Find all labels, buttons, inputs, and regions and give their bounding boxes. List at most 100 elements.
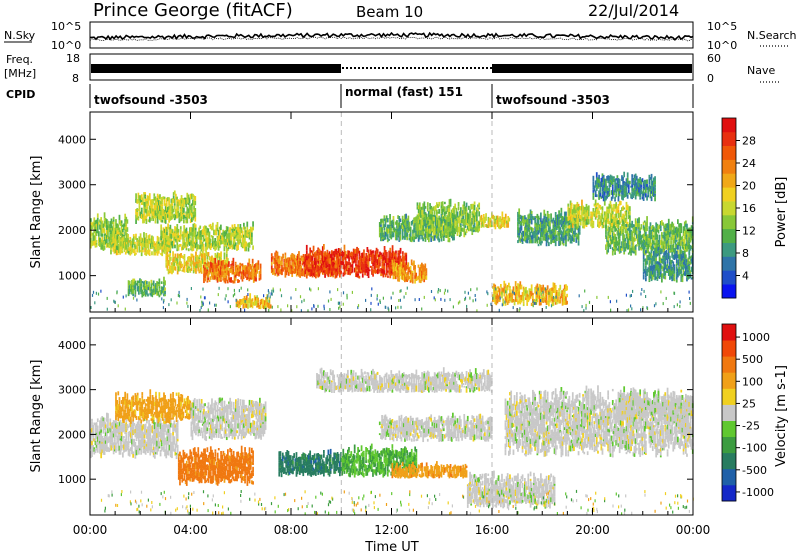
colorbar-swatch [722, 145, 736, 160]
y-tick-label: 3000 [58, 179, 86, 192]
x-tick-label: 08:00 [274, 523, 309, 537]
power-data-cells [90, 112, 694, 313]
noise-right-label: N.Search [747, 29, 797, 42]
cpid-panel: CPID twofsound -3503 normal (fast) 151 t… [6, 84, 694, 108]
colorbar-tick-label: 1000 [742, 331, 770, 344]
data-region [135, 190, 197, 224]
beam-label: Beam 10 [356, 3, 423, 21]
colorbar-tick-label: 4 [742, 270, 749, 283]
freq-left-tick-low: 8 [72, 72, 79, 85]
freq-band-left [91, 64, 341, 73]
colorbar-swatch [722, 420, 736, 437]
cpid-segment-2: normal (fast) 151 [345, 85, 463, 99]
colorbar-swatch [722, 484, 736, 502]
data-region [517, 207, 581, 247]
noise-left-tick-low: 10^0 [51, 39, 81, 52]
cpid-segment-1: twofsound -3503 [94, 93, 208, 107]
colorbar-tick-label: 16 [742, 202, 756, 215]
velocity-y-axis: 1000 2000 3000 4000 [58, 339, 693, 486]
colorbar-swatch [722, 270, 736, 285]
colorbar-tick-label: 500 [742, 353, 763, 366]
colorbar-tick-label: 20 [742, 180, 756, 193]
noise-right-tick-low: 10^0 [707, 39, 737, 52]
noise-panel: N.Sky 10^5 10^0 10^5 10^0 N.Search [4, 20, 797, 52]
x-tick-label: 16:00 [475, 523, 510, 537]
x-tick-label: 04:00 [173, 523, 208, 537]
colorbar-tick-label: 8 [742, 247, 749, 260]
data-region [203, 257, 262, 284]
velocity-data-cells [90, 318, 694, 516]
noise-left-label: N.Sky [4, 29, 36, 42]
colorbar-swatch [722, 131, 736, 146]
colorbar-tick-label: 28 [742, 135, 756, 148]
freq-label-2: [MHz] [4, 67, 36, 80]
velocity-colorbar-label: Velocity [m s-1] [774, 365, 789, 467]
colorbar-swatch [722, 468, 736, 486]
nave-label: Nave [747, 64, 775, 77]
colorbar-swatch [722, 388, 736, 405]
colorbar-swatch [722, 173, 736, 188]
power-colorbar: 4 8 12 16 20 24 28 [721, 117, 756, 299]
colorbar-swatch [722, 436, 736, 454]
colorbar-tick-label: 100 [742, 375, 763, 388]
data-region [391, 259, 428, 284]
colorbar-tick-label: -100 [742, 442, 767, 455]
freq-band-right [492, 64, 692, 73]
colorbar-swatch [722, 118, 736, 133]
freq-right-tick-low: 0 [707, 72, 714, 85]
freq-label-1: Freq. [6, 53, 33, 66]
colorbar-tick-label: -25 [742, 420, 760, 433]
noise-left-tick-high: 10^5 [51, 20, 81, 33]
x-tick-label: 20:00 [575, 523, 610, 537]
ground-scatter [90, 286, 691, 313]
colorbar-swatch [722, 372, 736, 389]
data-region [378, 412, 493, 443]
x-tick-label: 12:00 [374, 523, 409, 537]
noise-sky-trace [90, 31, 694, 41]
data-region [303, 244, 408, 279]
x-tick-label: 00:00 [73, 523, 108, 537]
y-tick-label: 4000 [58, 339, 86, 352]
colorbar-swatch [722, 452, 736, 470]
power-ylabel: Slant Range [km] [29, 156, 44, 269]
data-region [115, 389, 192, 424]
frequency-panel: Freq. [MHz] 18 8 60 0 Nave [4, 52, 780, 85]
data-region [90, 411, 179, 460]
y-tick-label: 1000 [58, 473, 86, 486]
colorbar-swatch [722, 187, 736, 202]
x-axis-label: Time UT [364, 540, 418, 554]
colorbar-swatch [722, 284, 736, 299]
x-tick-label: 00:00 [676, 523, 711, 537]
y-tick-label: 3000 [58, 384, 86, 397]
colorbar-swatch [722, 214, 736, 230]
velocity-panel: 1000 2000 3000 4000 Slant Range [km] 1000 50… [29, 317, 789, 516]
time-axis: 00:00 04:00 08:00 12:00 16:00 20:00 00:00 [73, 112, 711, 537]
plot-title: Prince George (fitACF) [93, 0, 293, 21]
data-region [160, 221, 254, 252]
data-region [391, 461, 468, 479]
data-region [416, 198, 481, 238]
colorbar-swatch [722, 201, 736, 216]
colorbar-tick-label: -500 [742, 464, 767, 477]
date-label: 22/Jul/2014 [588, 1, 679, 20]
data-region [617, 389, 694, 420]
colorbar-swatch [722, 356, 736, 373]
colorbar-swatch [722, 404, 736, 421]
colorbar-swatch [722, 340, 736, 357]
y-tick-label: 2000 [58, 224, 86, 237]
velocity-colorbar: 1000 500 100 25 -25 -100 -500 -1000 [721, 323, 774, 502]
y-tick-label: 2000 [58, 428, 86, 441]
y-tick-label: 4000 [58, 133, 86, 146]
velocity-ylabel: Slant Range [km] [29, 360, 44, 473]
colorbar-swatch [722, 324, 736, 341]
data-region [592, 171, 656, 202]
data-region [278, 448, 342, 478]
colorbar-swatch [722, 228, 736, 243]
y-tick-label: 1000 [58, 270, 86, 283]
colorbar-swatch [722, 159, 736, 174]
ground-scatter [100, 489, 694, 516]
noise-right-tick-high: 10^5 [707, 20, 737, 33]
freq-right-tick-high: 60 [707, 52, 721, 65]
data-region [316, 367, 493, 393]
